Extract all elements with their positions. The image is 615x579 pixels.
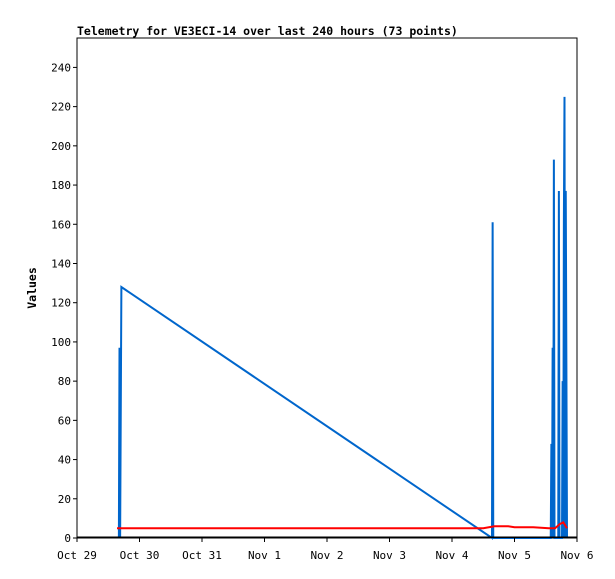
plot-frame [76, 37, 578, 539]
x-tick-label-0: Oct 29 [57, 549, 97, 562]
series-layer [77, 96, 577, 540]
y-tick-label-12: 240 [51, 61, 71, 74]
y-tick-label-4: 80 [58, 375, 71, 388]
series-line-0 [117, 96, 568, 540]
chart-title: Telemetry for VE3ECI-14 over last 240 ho… [77, 24, 458, 38]
y-tick-label-11: 220 [51, 101, 71, 114]
series-line-1 [117, 520, 568, 530]
y-tick-label-2: 40 [58, 454, 71, 467]
axis-layer: 0 20 40 60 80 100 120 140 160 180 200 220 240 Oct 29 O… [51, 61, 593, 562]
y-tick-label-9: 180 [51, 179, 71, 192]
x-tick-label-3: Nov 1 [248, 549, 281, 562]
y-tick-label-10: 200 [51, 140, 71, 153]
y-tick-label-5: 100 [51, 336, 71, 349]
x-tick-label-7: Nov 5 [498, 549, 531, 562]
x-tick-label-5: Nov 3 [373, 549, 406, 562]
y-tick-label-0: 0 [64, 532, 71, 545]
y-tick-label-7: 140 [51, 257, 71, 270]
y-axis-label: Values [25, 267, 39, 309]
x-tick-label-4: Nov 2 [310, 549, 343, 562]
y-tick-label-6: 120 [51, 297, 71, 310]
y-tick-label-1: 20 [58, 493, 71, 506]
x-tick-label-8: Nov 6 [560, 549, 593, 562]
y-tick-label-3: 60 [58, 414, 71, 427]
x-tick-label-2: Oct 31 [182, 549, 222, 562]
y-tick-label-8: 160 [51, 218, 71, 231]
x-tick-label-6: Nov 4 [435, 549, 468, 562]
x-tick-label-1: Oct 30 [120, 549, 160, 562]
